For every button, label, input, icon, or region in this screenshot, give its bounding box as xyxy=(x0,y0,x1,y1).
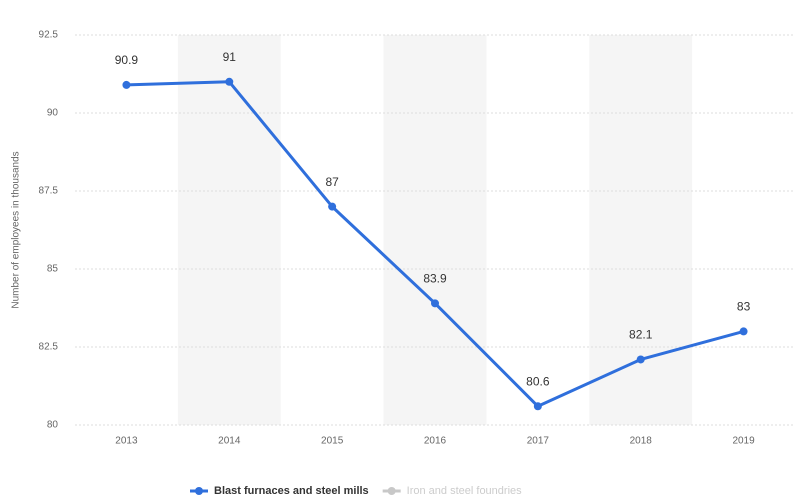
y-tick-label: 80 xyxy=(47,420,59,431)
data-point xyxy=(739,327,748,336)
y-tick-label: 87.5 xyxy=(39,186,59,197)
data-point xyxy=(431,299,439,308)
legend-entry: Blast furnaces and steel mills xyxy=(214,485,369,497)
legend-swatch-dot xyxy=(195,487,203,495)
data-label: 82.1 xyxy=(629,328,653,342)
band-shade xyxy=(177,35,281,425)
x-tick-label: 2018 xyxy=(630,436,653,447)
y-tick-label: 92.5 xyxy=(39,30,59,41)
data-point xyxy=(636,355,645,364)
data-label: 83 xyxy=(737,300,751,314)
x-tick-label: 2015 xyxy=(321,436,344,447)
y-axis-label: Number of employees in thousands xyxy=(11,151,22,308)
x-tick-label: 2014 xyxy=(218,436,241,447)
data-point xyxy=(533,402,542,411)
data-label: 90.9 xyxy=(115,53,139,67)
data-point xyxy=(225,77,234,86)
band-shade xyxy=(589,35,693,425)
y-tick-label: 82.5 xyxy=(39,342,59,353)
x-tick-label: 2016 xyxy=(424,436,447,447)
y-tick-label: 90 xyxy=(47,108,59,119)
data-label: 83.9 xyxy=(423,271,447,285)
legend: Blast furnaces and steel mills Iron and s… xyxy=(190,485,522,497)
x-tick-label: 2017 xyxy=(527,436,550,447)
x-tick-label: 2013 xyxy=(115,436,138,447)
legend-swatch-dot xyxy=(387,487,396,495)
data-point xyxy=(122,80,131,89)
legend-entry: Iron and steel foundries xyxy=(407,485,522,497)
y-tick-label: 85 xyxy=(47,264,59,275)
band-shade xyxy=(383,35,487,425)
data-label: 87 xyxy=(325,175,339,189)
data-label: 91 xyxy=(223,50,237,64)
data-point xyxy=(328,202,337,211)
x-tick-label: 2019 xyxy=(732,436,755,447)
data-label: 80.6 xyxy=(526,374,550,388)
